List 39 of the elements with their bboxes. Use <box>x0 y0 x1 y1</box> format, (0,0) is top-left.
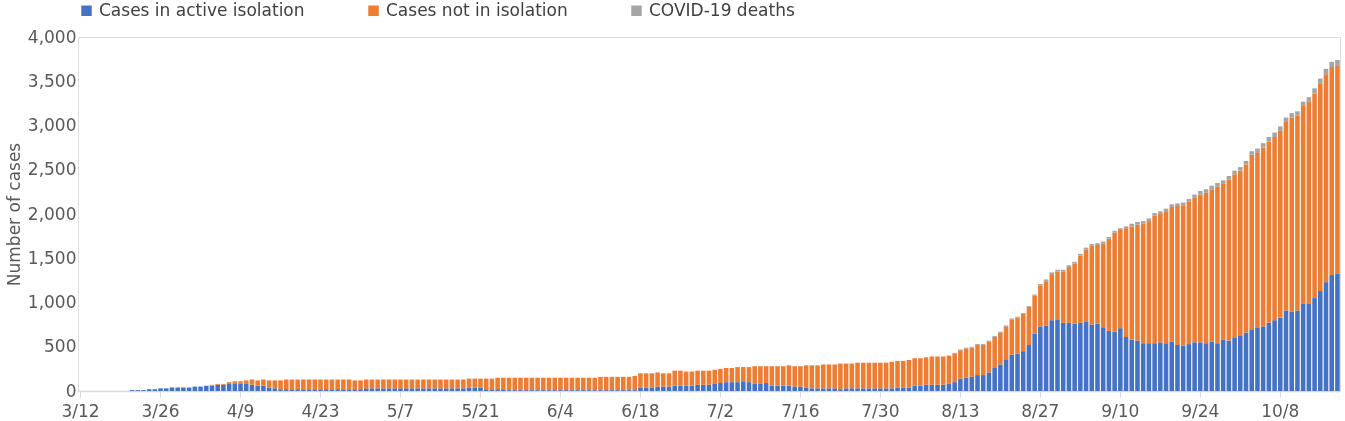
x-tick-label: 7/2 <box>706 400 735 421</box>
y-tick-label: 2,000 <box>27 203 77 224</box>
y-tick-label: 3,500 <box>27 70 77 91</box>
x-tick-label: 8/27 <box>1021 400 1060 421</box>
y-tick-label: 2,500 <box>27 159 77 180</box>
bar <box>1186 198 1192 202</box>
x-tick-label: 3/26 <box>141 400 180 421</box>
y-axis-title: Number of cases <box>3 142 24 287</box>
bar <box>1278 126 1283 131</box>
bar <box>1272 132 1277 138</box>
bar <box>1146 218 1152 222</box>
x-tick-label: 6/18 <box>621 400 660 421</box>
bar <box>1306 97 1312 102</box>
legend-label: COVID-19 deaths <box>649 0 795 20</box>
x-tick-label: 5/21 <box>461 400 500 421</box>
x-tick-label: 10/8 <box>1261 400 1300 421</box>
bar <box>1260 143 1266 148</box>
x-tick-label: 8/13 <box>941 400 980 421</box>
bar <box>1238 167 1243 171</box>
y-tick-label: 0 <box>65 380 77 401</box>
x-tick-label: 4/23 <box>301 400 340 421</box>
bar <box>1232 170 1237 175</box>
y-tick-label: 1,000 <box>27 292 77 312</box>
x-tick-label: 5/7 <box>386 400 415 421</box>
x-tick-label: 7/30 <box>861 400 900 421</box>
x-tick-label: 9/24 <box>1181 400 1220 421</box>
legend-label: Cases not in isolation <box>386 0 568 20</box>
x-tick-label: 3/12 <box>61 400 100 421</box>
bar <box>1318 78 1323 84</box>
y-tick-label: 4,000 <box>27 26 77 47</box>
x-tick-label: 6/4 <box>546 400 575 421</box>
y-tick-label: 3,000 <box>27 115 77 135</box>
x-tick-label: 9/10 <box>1101 400 1140 421</box>
y-tick-label: 500 <box>44 336 77 357</box>
x-tick-label: 4/9 <box>226 400 255 421</box>
x-tick-label: 7/16 <box>781 400 820 421</box>
y-tick-label: 1,500 <box>27 247 77 268</box>
legend-label: Cases in active isolation <box>99 0 305 20</box>
bar <box>1312 88 1317 94</box>
